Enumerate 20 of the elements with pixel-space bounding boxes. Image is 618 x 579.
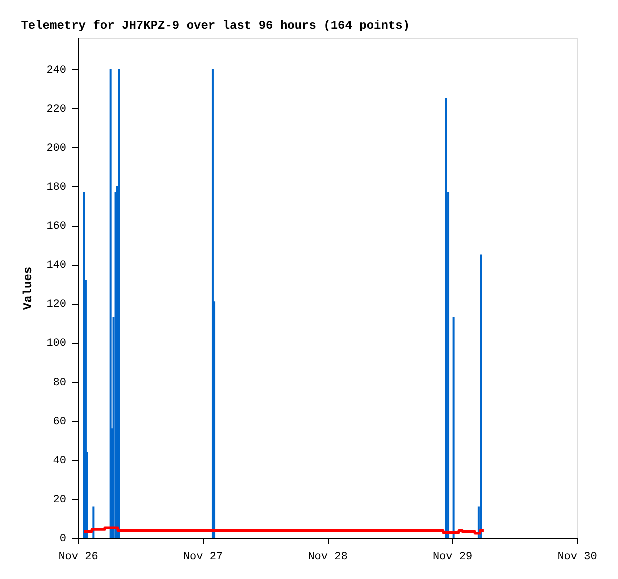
y-tick-label: 160 [46, 221, 66, 233]
y-tick-label: 120 [46, 299, 66, 312]
x-tick-label: Nov 28 [308, 552, 348, 564]
chart-title: Telemetry for JH7KPZ-9 over last 96 hours (164 points) [21, 19, 410, 33]
x-tick-label: Nov 29 [432, 552, 473, 564]
y-tick-label: 0 [60, 534, 66, 546]
y-tick-label: 220 [46, 104, 66, 116]
y-tick-label: 180 [46, 182, 66, 194]
y-tick-label: 20 [53, 494, 66, 506]
y-tick-label: 240 [46, 64, 66, 77]
y-tick-label: 140 [46, 260, 66, 272]
y-tick-label: 100 [46, 338, 66, 350]
y-tick-label: 40 [53, 455, 66, 468]
x-tick-label: Nov 27 [183, 552, 224, 564]
y-axis-title: Values [22, 266, 36, 310]
y-tick-label: 80 [53, 377, 66, 390]
y-tick-label: 200 [46, 142, 66, 155]
x-tick-label: Nov 26 [58, 552, 98, 564]
x-tick-label: Nov 30 [558, 552, 598, 564]
y-tick-label: 60 [53, 416, 66, 428]
